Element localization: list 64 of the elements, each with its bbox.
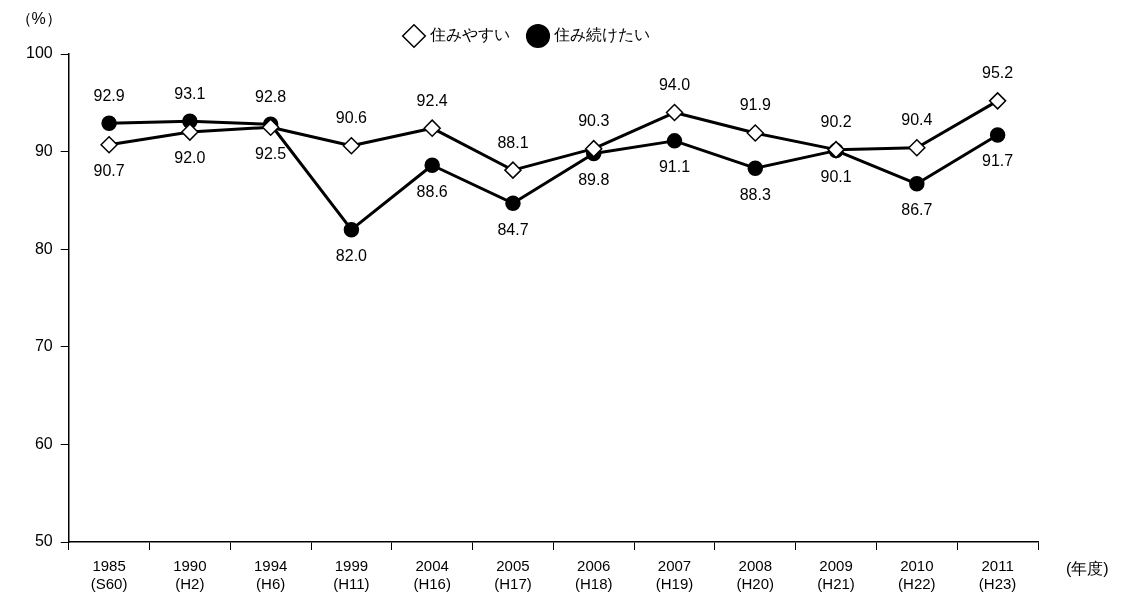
point	[100, 136, 118, 154]
point	[909, 176, 925, 192]
data-label: 90.4	[901, 111, 933, 129]
point	[746, 124, 765, 142]
x-tick-label: 2011 (H23)	[978, 557, 1017, 593]
x-tick-label: 2010 (H22)	[898, 557, 936, 593]
x-tick-label: 1990 (H2)	[173, 557, 207, 593]
data-label: 84.7	[497, 220, 529, 238]
data-label: 90.3	[578, 112, 610, 130]
point	[181, 123, 199, 141]
point	[666, 133, 683, 149]
data-label: 92.9	[93, 86, 125, 104]
point	[908, 138, 926, 157]
data-label: 82.0	[335, 247, 368, 265]
x-tick-label: 2008 (H20)	[736, 557, 775, 593]
data-label: 91.1	[658, 158, 691, 176]
data-label: 88.6	[416, 182, 448, 200]
y-axis-title: （%）	[15, 10, 62, 28]
data-label: 90.7	[93, 162, 125, 180]
data-label: 92.5	[255, 144, 287, 162]
x-tick-label: 1985 (S60)	[90, 557, 128, 593]
data-label: 92.0	[174, 149, 206, 167]
point	[505, 195, 521, 212]
y-tick-label: 90	[34, 142, 53, 160]
point	[343, 221, 360, 238]
y-tick-label: 50	[34, 532, 53, 550]
data-label: 90.6	[335, 109, 368, 127]
point	[424, 157, 440, 174]
point	[504, 161, 522, 179]
y-tick-label: 80	[34, 239, 53, 257]
data-label: 90.1	[820, 168, 852, 186]
x-tick-label: 2004 (H16)	[413, 557, 451, 593]
y-tick-label: 70	[34, 337, 53, 355]
point	[665, 103, 684, 122]
x-tick-label: 2007 (H19)	[655, 557, 694, 593]
data-label: 91.9	[739, 96, 771, 114]
legend-label: 住みやすい	[429, 26, 510, 44]
point	[989, 127, 1006, 143]
data-label: 86.7	[901, 201, 933, 219]
x-tick-label: 2006 (H18)	[574, 557, 613, 593]
data-label: 94.0	[658, 75, 691, 93]
data-label: 90.2	[820, 113, 852, 131]
data-label: 93.1	[174, 84, 206, 102]
point	[423, 119, 441, 137]
x-tick-label: 2009 (H21)	[817, 557, 855, 593]
point	[101, 115, 117, 132]
x-tick-label: 1994 (H6)	[253, 557, 288, 593]
point	[342, 136, 361, 155]
data-label: 91.7	[982, 152, 1014, 170]
data-label: 92.8	[255, 87, 287, 105]
data-label: 88.3	[739, 185, 771, 203]
x-tick-label: 1999 (H11)	[333, 557, 370, 593]
y-tick-label: 60	[34, 434, 53, 452]
data-label: 89.8	[578, 170, 610, 188]
data-label: 92.4	[416, 91, 448, 109]
x-axis-title: (年度)	[1066, 560, 1109, 578]
data-label: 95.2	[982, 64, 1014, 82]
point	[747, 160, 764, 176]
point	[584, 139, 603, 158]
y-tick-label: 100	[25, 44, 53, 62]
legend-label: 住み続けたい	[553, 26, 650, 44]
point	[988, 92, 1007, 110]
data-label: 88.1	[497, 133, 529, 151]
x-tick-label: 2005 (H17)	[494, 557, 532, 593]
